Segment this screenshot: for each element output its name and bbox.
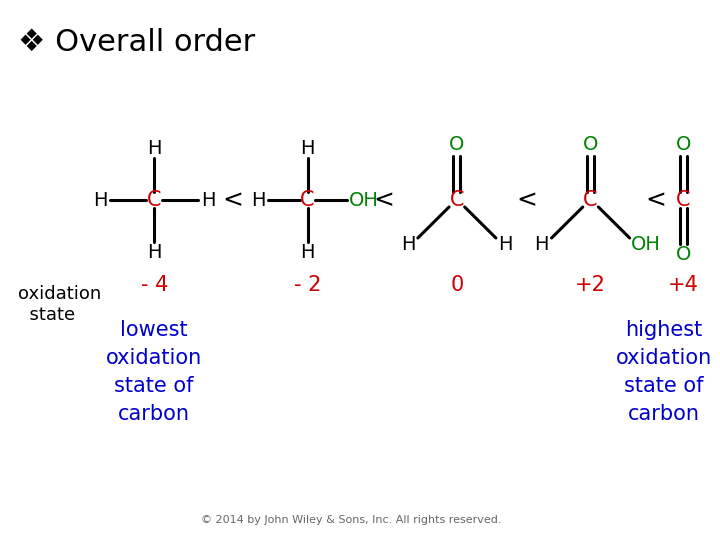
Text: H: H: [534, 235, 549, 254]
Text: <: <: [646, 188, 667, 212]
Text: - 2: - 2: [294, 275, 321, 295]
Text: <: <: [373, 188, 394, 212]
Text: H: H: [300, 138, 315, 158]
Text: - 4: - 4: [140, 275, 168, 295]
Text: O: O: [675, 136, 691, 154]
Text: +4: +4: [668, 275, 699, 295]
Text: H: H: [147, 242, 161, 261]
Text: H: H: [251, 191, 266, 210]
Text: ❖ Overall order: ❖ Overall order: [17, 28, 255, 57]
Text: H: H: [300, 242, 315, 261]
Text: lowest
oxidation
state of
carbon: lowest oxidation state of carbon: [106, 320, 202, 424]
Text: <: <: [517, 188, 538, 212]
Text: C: C: [300, 190, 315, 210]
Text: 0: 0: [450, 275, 464, 295]
Text: OH: OH: [349, 191, 379, 210]
Text: C: C: [147, 190, 161, 210]
Text: +2: +2: [575, 275, 606, 295]
Text: H: H: [94, 191, 108, 210]
Text: OH: OH: [631, 235, 661, 254]
Text: <: <: [222, 188, 243, 212]
Text: H: H: [147, 138, 161, 158]
Text: highest
oxidation
state of
carbon: highest oxidation state of carbon: [616, 320, 712, 424]
Text: C: C: [449, 190, 464, 210]
Text: O: O: [675, 246, 691, 265]
Text: C: C: [583, 190, 598, 210]
Text: O: O: [583, 136, 598, 154]
Text: H: H: [201, 191, 215, 210]
Text: © 2014 by John Wiley & Sons, Inc. All rights reserved.: © 2014 by John Wiley & Sons, Inc. All ri…: [201, 515, 502, 525]
Text: O: O: [449, 136, 464, 154]
Text: H: H: [498, 235, 513, 254]
Text: C: C: [676, 190, 690, 210]
Text: H: H: [401, 235, 415, 254]
Text: oxidation
  state: oxidation state: [17, 285, 101, 324]
